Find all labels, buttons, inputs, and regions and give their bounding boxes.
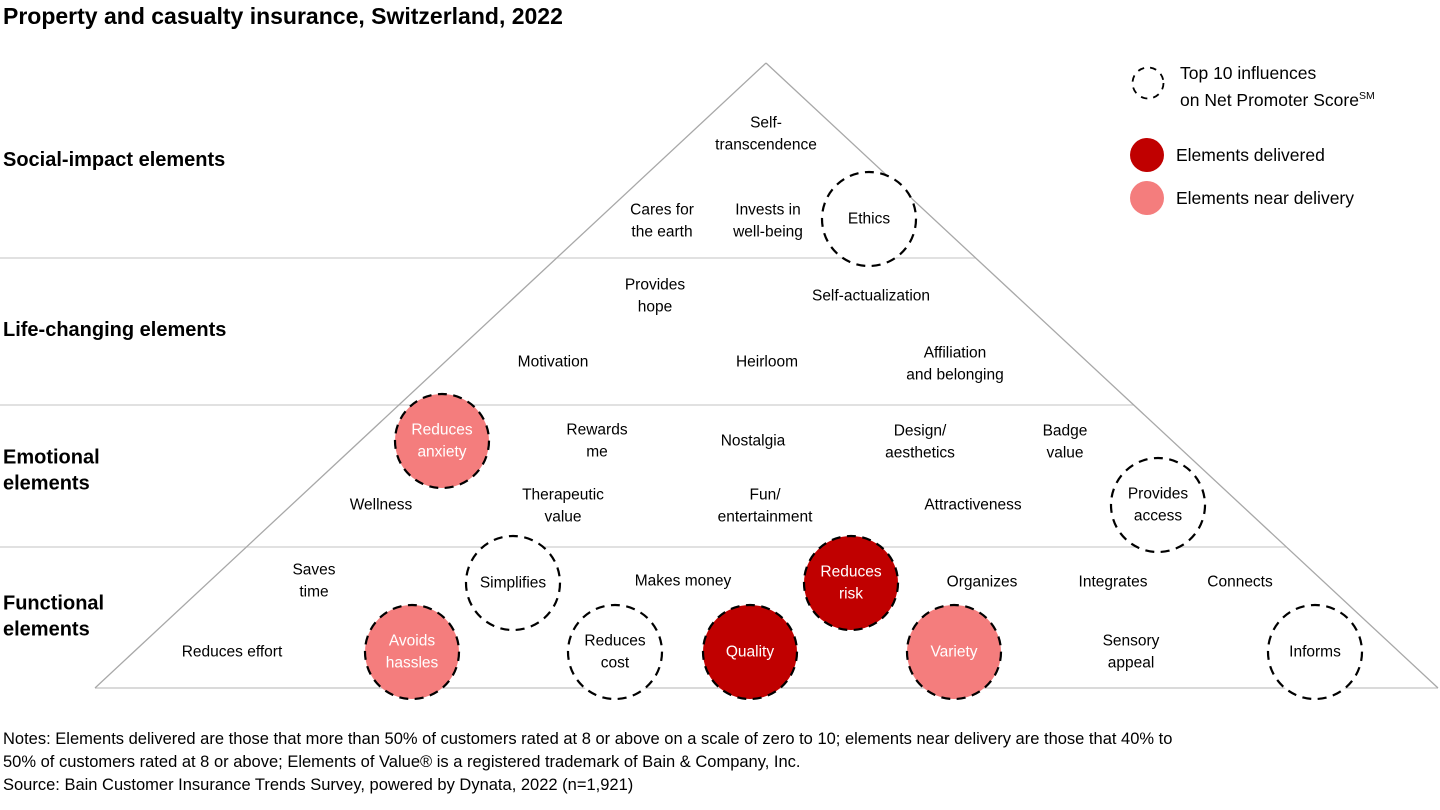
legend-top10-label: Top 10 influences on Net Promoter ScoreS… bbox=[1180, 62, 1375, 112]
legend-row-top10: Top 10 influences on Net Promoter ScoreS… bbox=[1130, 62, 1375, 112]
element-label-self-transcendence: Self- transcendence bbox=[715, 114, 817, 154]
element-label-provides-hope: Provides hope bbox=[624, 276, 686, 316]
element-circle-ethics bbox=[820, 170, 918, 268]
element-label-reduces-risk: Reduces risk bbox=[820, 563, 882, 603]
chart-title: Property and casualty insurance, Switzer… bbox=[3, 3, 563, 29]
element-label-connects: Connects bbox=[1207, 573, 1273, 591]
element-circle-simplifies bbox=[464, 534, 562, 632]
legend-top10-sm: SM bbox=[1358, 90, 1375, 102]
delivered-circle-icon bbox=[1130, 138, 1164, 172]
legend-top10-line1: Top 10 influences bbox=[1180, 63, 1317, 83]
element-circle-variety bbox=[905, 603, 1003, 701]
element-label-quality: Quality bbox=[725, 643, 775, 661]
element-label-avoids-hassles: Avoids hassles bbox=[385, 632, 439, 672]
element-circle-reduces-risk bbox=[802, 534, 900, 632]
element-circle-reduces-cost bbox=[566, 603, 664, 701]
band-label-social-impact: Social-impact elements bbox=[3, 148, 226, 171]
near-delivery-circle-icon bbox=[1130, 181, 1164, 215]
element-label-therapeutic-value: Therapeutic value bbox=[522, 486, 604, 526]
band-label-emotional: Emotional elements bbox=[3, 446, 100, 495]
element-circle-informs bbox=[1266, 603, 1364, 701]
element-label-reduces-cost: Reduces cost bbox=[584, 632, 646, 672]
element-label-variety: Variety bbox=[930, 643, 978, 661]
pyramid-right-edge bbox=[765, 62, 1439, 689]
pyramid-left-edge bbox=[94, 62, 767, 689]
legend-top10-line2: on Net Promoter Score bbox=[1180, 89, 1359, 110]
element-label-wellness: Wellness bbox=[349, 496, 413, 514]
element-label-fun-entertainment: Fun/ entertainment bbox=[717, 486, 813, 526]
element-label-invests-in-well-being: Invests in well-being bbox=[733, 201, 803, 241]
element-label-affiliation-and-belonging: Affiliation and belonging bbox=[906, 344, 1004, 384]
element-label-makes-money: Makes money bbox=[634, 572, 732, 590]
element-circle-provides-access bbox=[1109, 456, 1207, 554]
element-label-heirloom: Heirloom bbox=[735, 353, 799, 371]
element-label-attractiveness: Attractiveness bbox=[924, 496, 1022, 514]
element-label-organizes: Organizes bbox=[946, 573, 1018, 591]
element-circle-quality bbox=[701, 603, 799, 701]
element-label-provides-access: Provides access bbox=[1127, 485, 1189, 525]
element-label-sensory-appeal: Sensory appeal bbox=[1102, 632, 1160, 672]
element-label-self-actualization: Self-actualization bbox=[811, 287, 931, 305]
legend-delivered-label: Elements delivered bbox=[1176, 144, 1325, 165]
element-label-reduces-anxiety: Reduces anxiety bbox=[411, 421, 473, 461]
legend-row-delivered: Elements delivered bbox=[1130, 138, 1325, 172]
element-circle-reduces-anxiety bbox=[393, 392, 491, 490]
element-label-reduces-effort: Reduces effort bbox=[181, 643, 283, 661]
element-label-motivation: Motivation bbox=[517, 353, 589, 371]
element-label-design-aesthetics: Design/ aesthetics bbox=[885, 422, 955, 462]
legend-row-near: Elements near delivery bbox=[1130, 181, 1354, 215]
band-label-life-changing: Life-changing elements bbox=[3, 318, 227, 341]
footnote-source: Source: Bain Customer Insurance Trends S… bbox=[3, 776, 634, 794]
legend-near-label: Elements near delivery bbox=[1176, 187, 1354, 208]
element-circle-avoids-hassles bbox=[363, 603, 461, 701]
element-label-cares-for-the-earth: Cares for the earth bbox=[630, 201, 694, 241]
element-label-badge-value: Badge value bbox=[1042, 422, 1088, 462]
top10-dashed-circle-icon bbox=[1131, 66, 1165, 100]
element-label-saves-time: Saves time bbox=[292, 561, 336, 601]
element-label-informs: Informs bbox=[1289, 643, 1341, 661]
element-label-ethics: Ethics bbox=[847, 210, 891, 228]
band-label-functional: Functional elements bbox=[3, 592, 105, 641]
element-label-rewards-me: Rewards me bbox=[566, 421, 628, 461]
element-label-simplifies: Simplifies bbox=[479, 574, 547, 592]
element-label-nostalgia: Nostalgia bbox=[720, 432, 786, 450]
element-label-integrates: Integrates bbox=[1078, 573, 1148, 591]
footnote-notes: Notes: Elements delivered are those that… bbox=[3, 730, 1173, 771]
